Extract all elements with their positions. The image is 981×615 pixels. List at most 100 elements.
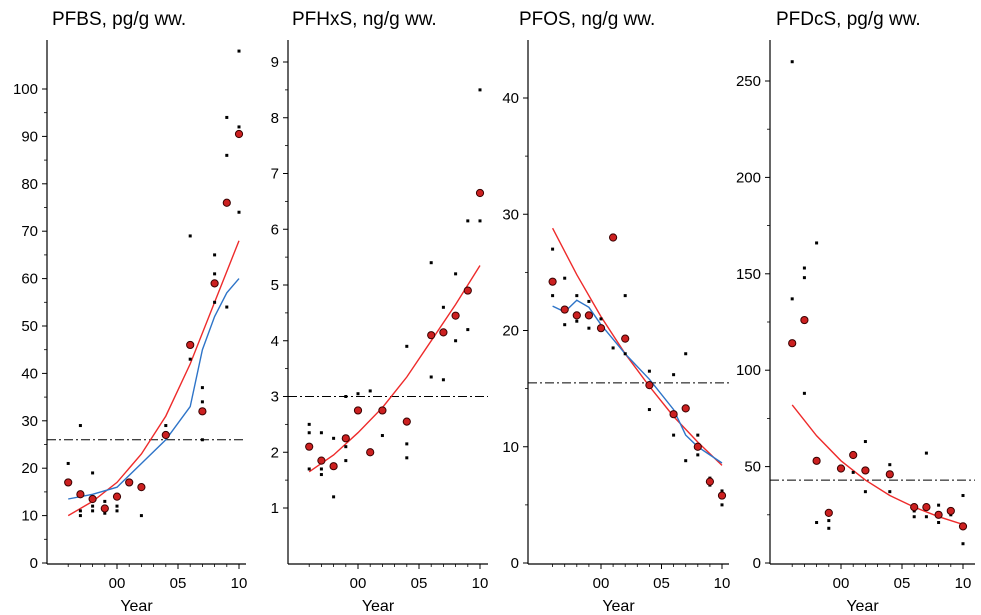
sample-point: [863, 440, 867, 444]
sample-point: [888, 463, 892, 467]
x-tick-label: 05: [653, 575, 670, 592]
mean-point: [645, 381, 654, 390]
y-tick-label: 6: [271, 221, 279, 238]
sample-point: [78, 424, 82, 428]
mean-point: [669, 410, 678, 419]
mean-point: [210, 279, 219, 288]
mean-point: [934, 510, 943, 519]
sample-point: [368, 389, 372, 393]
sample-point: [115, 509, 119, 513]
mean-point: [548, 277, 557, 286]
y-tick-label: 100: [13, 81, 38, 98]
mean-point: [427, 331, 436, 340]
trend-line: [551, 227, 723, 466]
y-tick-label: 1: [271, 500, 279, 517]
sample-point: [696, 433, 700, 437]
sample-point: [937, 521, 941, 525]
y-tick-label: 5: [271, 277, 279, 294]
y-tick-label: 250: [736, 73, 761, 90]
mean-point: [64, 478, 73, 487]
sample-point: [332, 495, 336, 499]
sample-point: [344, 445, 348, 449]
x-tick-label: 10: [472, 575, 489, 592]
y-tick-label: 8: [271, 110, 279, 127]
y-tick-label: 10: [502, 439, 519, 456]
x-axis-label: Year: [846, 598, 879, 615]
panel-title: PFDcS, pg/g ww.: [776, 9, 921, 30]
x-tick-label: 10: [714, 575, 731, 592]
panel-title: PFBS, pg/g ww.: [52, 9, 186, 30]
sample-point: [647, 369, 651, 373]
y-tick-label: 30: [502, 206, 519, 223]
sample-point: [912, 515, 916, 519]
sample-point: [575, 319, 579, 323]
mean-point: [341, 434, 350, 443]
sample-point: [91, 504, 95, 508]
mean-point: [463, 286, 472, 295]
sample-point: [164, 424, 168, 428]
sample-point: [575, 294, 579, 298]
sample-point: [405, 456, 409, 460]
sample-point: [611, 346, 615, 350]
sample-point: [319, 467, 323, 471]
mean-point: [705, 477, 715, 486]
y-tick-label: 40: [21, 365, 38, 382]
y-tick-label: 20: [502, 323, 519, 340]
sample-point: [587, 326, 591, 330]
x-tick-label: 00: [109, 575, 126, 592]
sample-point: [720, 503, 724, 507]
mean-point: [88, 494, 97, 504]
sample-point: [237, 125, 241, 129]
mean-point: [234, 129, 244, 139]
sample-point: [319, 473, 323, 477]
y-tick-label: 100: [736, 362, 761, 379]
sample-point: [815, 241, 819, 245]
sample-point: [647, 408, 651, 412]
mean-point: [76, 490, 85, 499]
sample-point: [78, 514, 82, 518]
mean-point: [621, 334, 630, 343]
mean-point: [439, 328, 448, 337]
mean-point: [353, 406, 363, 415]
sample-point: [78, 509, 82, 513]
sample-point: [307, 422, 311, 426]
sample-point: [672, 433, 676, 437]
sample-point: [790, 297, 794, 301]
y-tick-label: 60: [21, 271, 38, 288]
mean-point: [161, 430, 170, 440]
mean-point: [366, 448, 375, 457]
sample-point: [466, 328, 470, 332]
sample-point: [91, 509, 95, 513]
sample-point: [696, 453, 700, 457]
y-tick-label: 200: [736, 169, 761, 186]
sample-point: [213, 300, 217, 304]
sample-point: [344, 459, 348, 463]
x-axis-label: Year: [362, 598, 395, 615]
y-tick-label: 0: [753, 555, 761, 572]
sample-point: [200, 386, 204, 390]
sample-point: [429, 375, 433, 379]
sample-point: [139, 514, 143, 518]
sample-point: [356, 392, 360, 396]
mean-point: [800, 315, 809, 325]
panel-title: PFHxS, ng/g ww.: [292, 9, 437, 30]
sample-point: [237, 210, 241, 214]
x-axis-label: Year: [602, 598, 635, 615]
sample-point: [225, 305, 229, 309]
sample-point: [924, 451, 928, 455]
smooth-line: [68, 278, 240, 500]
mean-point: [317, 456, 326, 465]
sample-point: [684, 352, 688, 356]
mean-point: [910, 502, 919, 512]
sample-point: [441, 378, 445, 382]
sample-point: [91, 471, 95, 475]
y-tick-label: 50: [21, 318, 38, 335]
sample-point: [563, 276, 567, 280]
sample-point: [103, 499, 107, 503]
y-tick-label: 2: [271, 444, 279, 461]
mean-point: [572, 311, 581, 320]
x-tick-label: 00: [350, 575, 367, 592]
sample-point: [225, 153, 229, 157]
sample-point: [563, 323, 567, 327]
mean-point: [125, 478, 134, 487]
